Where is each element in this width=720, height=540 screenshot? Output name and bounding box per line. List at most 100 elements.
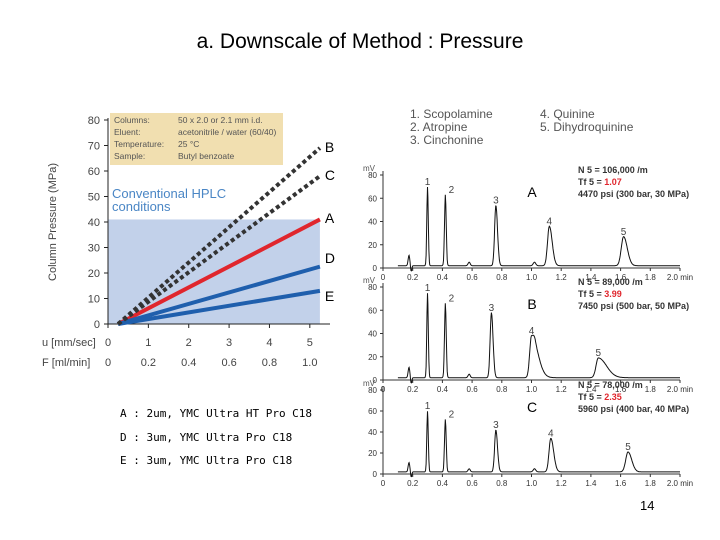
chromatogram-x-tick-label: 0.6	[467, 385, 479, 394]
chromatogram-x-tick-label: 0.2	[407, 385, 419, 394]
chromatogram-x-tick-label: 2.0 min	[667, 273, 693, 282]
chromatogram-x-tick-label: 2.0 min	[667, 479, 693, 488]
pressure-value: 5960 psi (400 bar, 40 MPa)	[578, 404, 689, 414]
tailing-factor-value: 2.35	[604, 392, 622, 402]
compound-legend-entry: 4. Quinine	[540, 107, 595, 121]
peak-label: 1	[425, 177, 431, 188]
peak-label: 3	[489, 303, 495, 314]
compound-legend-entry: 5. Dihydroquinine	[540, 120, 634, 134]
chromatogram-y-tick-label: 60	[368, 194, 377, 203]
peak-label: 2	[449, 185, 455, 196]
chromatogram-x-tick-label: 0.8	[496, 385, 508, 394]
condition-key: Eluent:	[114, 127, 140, 137]
x-tick-label: 0.4	[181, 357, 196, 369]
chromatogram-y-tick-label: 20	[368, 353, 377, 362]
y-tick-label: 0	[94, 319, 100, 331]
condition-value: 25 °C	[178, 139, 199, 149]
chromatogram-trace	[397, 293, 680, 384]
pressure-value: 4470 psi (300 bar, 30 MPa)	[578, 189, 689, 199]
x-tick-label: 5	[307, 337, 313, 349]
peak-label: 3	[493, 420, 499, 431]
series-label-e: E	[324, 288, 335, 305]
x-axis-label: F [ml/min]	[42, 357, 90, 369]
chromatogram-x-tick-label: 1.4	[585, 273, 597, 282]
peak-label: 4	[547, 216, 553, 227]
region-label: conditions	[112, 199, 171, 214]
tailing-factor-label: Tf 5 =	[578, 392, 604, 402]
series-label-c: C	[324, 167, 336, 184]
x-tick-label: 3	[226, 337, 232, 349]
chromatogram-x-tick-label: 0.6	[467, 273, 479, 282]
tailing-factor: Tf 5 = 2.35	[578, 392, 622, 402]
peak-label: 4	[548, 428, 554, 439]
compound-legend-entry: 3. Cinchonine	[410, 133, 484, 147]
chromatogram-y-tick-label: 40	[368, 218, 377, 227]
panel-label: C	[527, 399, 537, 415]
chromatogram-x-tick-label: 1.0	[526, 479, 538, 488]
plate-number: N 5 = 78,000 /m	[578, 380, 643, 390]
chromatogram-x-tick-label: 0	[381, 479, 386, 488]
chromatogram-x-tick-label: 1.6	[615, 273, 627, 282]
chromatogram-x-tick-label: 0.8	[496, 479, 508, 488]
x-tick-label: 0.8	[262, 357, 277, 369]
chromatogram-y-unit: mV	[363, 276, 376, 285]
x-tick-label: 0.6	[221, 357, 236, 369]
y-tick-label: 10	[88, 294, 100, 306]
condition-value: acetonitrile / water (60/40)	[178, 127, 276, 137]
y-tick-label: 20	[88, 268, 100, 280]
condition-key: Columns:	[114, 115, 150, 125]
y-tick-label: 80	[88, 115, 100, 127]
chromatogram-x-tick-label: 1.6	[615, 385, 627, 394]
chromatogram-y-tick-label: 80	[368, 386, 377, 395]
x-axis-label: u [mm/sec]	[42, 337, 96, 349]
peak-label: 5	[596, 348, 602, 359]
chromatogram-y-unit: mV	[363, 164, 376, 173]
page-number: 14	[640, 498, 655, 513]
chromatogram-y-tick-label: 80	[368, 171, 377, 180]
peak-label: 4	[529, 326, 535, 337]
peak-label: 2	[449, 410, 455, 421]
series-label-a: A	[324, 210, 335, 227]
condition-key: Sample:	[114, 151, 145, 161]
condition-key: Temperature:	[114, 139, 164, 149]
chromatogram-x-tick-label: 1.6	[615, 479, 627, 488]
peak-label: 5	[625, 442, 631, 453]
chromatogram-y-tick-label: 20	[368, 449, 377, 458]
chromatogram-x-tick-label: 1.4	[585, 479, 597, 488]
chromatogram-x-tick-label: 0.2	[407, 479, 419, 488]
chromatogram-y-tick-label: 60	[368, 306, 377, 315]
y-tick-label: 40	[88, 217, 100, 229]
chromatogram-x-tick-label: 1.2	[556, 385, 568, 394]
chromatogram-x-tick-label: 2.0 min	[667, 385, 693, 394]
chromatogram-x-tick-label: 0.4	[437, 479, 449, 488]
peak-label: 1	[425, 283, 431, 294]
pressure-chart: Columns: 50 x 2.0 or 2.1 mm i.d. Eluent: ac…	[42, 113, 330, 369]
chromatogram-x-tick-label: 1.0	[526, 273, 538, 282]
tailing-factor: Tf 5 = 1.07	[578, 177, 622, 187]
series-line-e	[117, 288, 321, 326]
chromatogram-x-tick-label: 0.2	[407, 273, 419, 282]
plate-number: N 5 = 106,000 /m	[578, 165, 648, 175]
column-note-d: D : 3um, YMC Ultra Pro C18	[120, 431, 293, 444]
column-note-a: A : 2um, YMC Ultra HT Pro C18	[120, 407, 313, 420]
panel-label: A	[527, 184, 537, 200]
peak-label: 1	[425, 401, 431, 412]
compound-legend-entry: 1. Scopolamine	[410, 107, 493, 121]
compound-legend-entry: 2. Atropine	[410, 120, 468, 134]
series-label-b: B	[324, 139, 335, 156]
pressure-value: 7450 psi (500 bar, 50 MPa)	[578, 301, 689, 311]
x-tick-label: 0.2	[141, 357, 156, 369]
plate-number: N 5 = 89,000 /m	[578, 277, 643, 287]
panel-label: B	[527, 296, 536, 312]
chromatogram-y-tick-label: 40	[368, 428, 377, 437]
chromatogram-x-tick-label: 1.2	[556, 273, 568, 282]
x-tick-label: 1	[145, 337, 151, 349]
series-line-a	[117, 217, 321, 326]
chromatogram-x-tick-label: 1.8	[645, 479, 657, 488]
chromatogram-y-tick-label: 0	[373, 376, 378, 385]
chromatogram-x-tick-label: 1.2	[556, 479, 568, 488]
peak-label: 2	[449, 294, 455, 305]
chromatogram-y-tick-label: 60	[368, 407, 377, 416]
